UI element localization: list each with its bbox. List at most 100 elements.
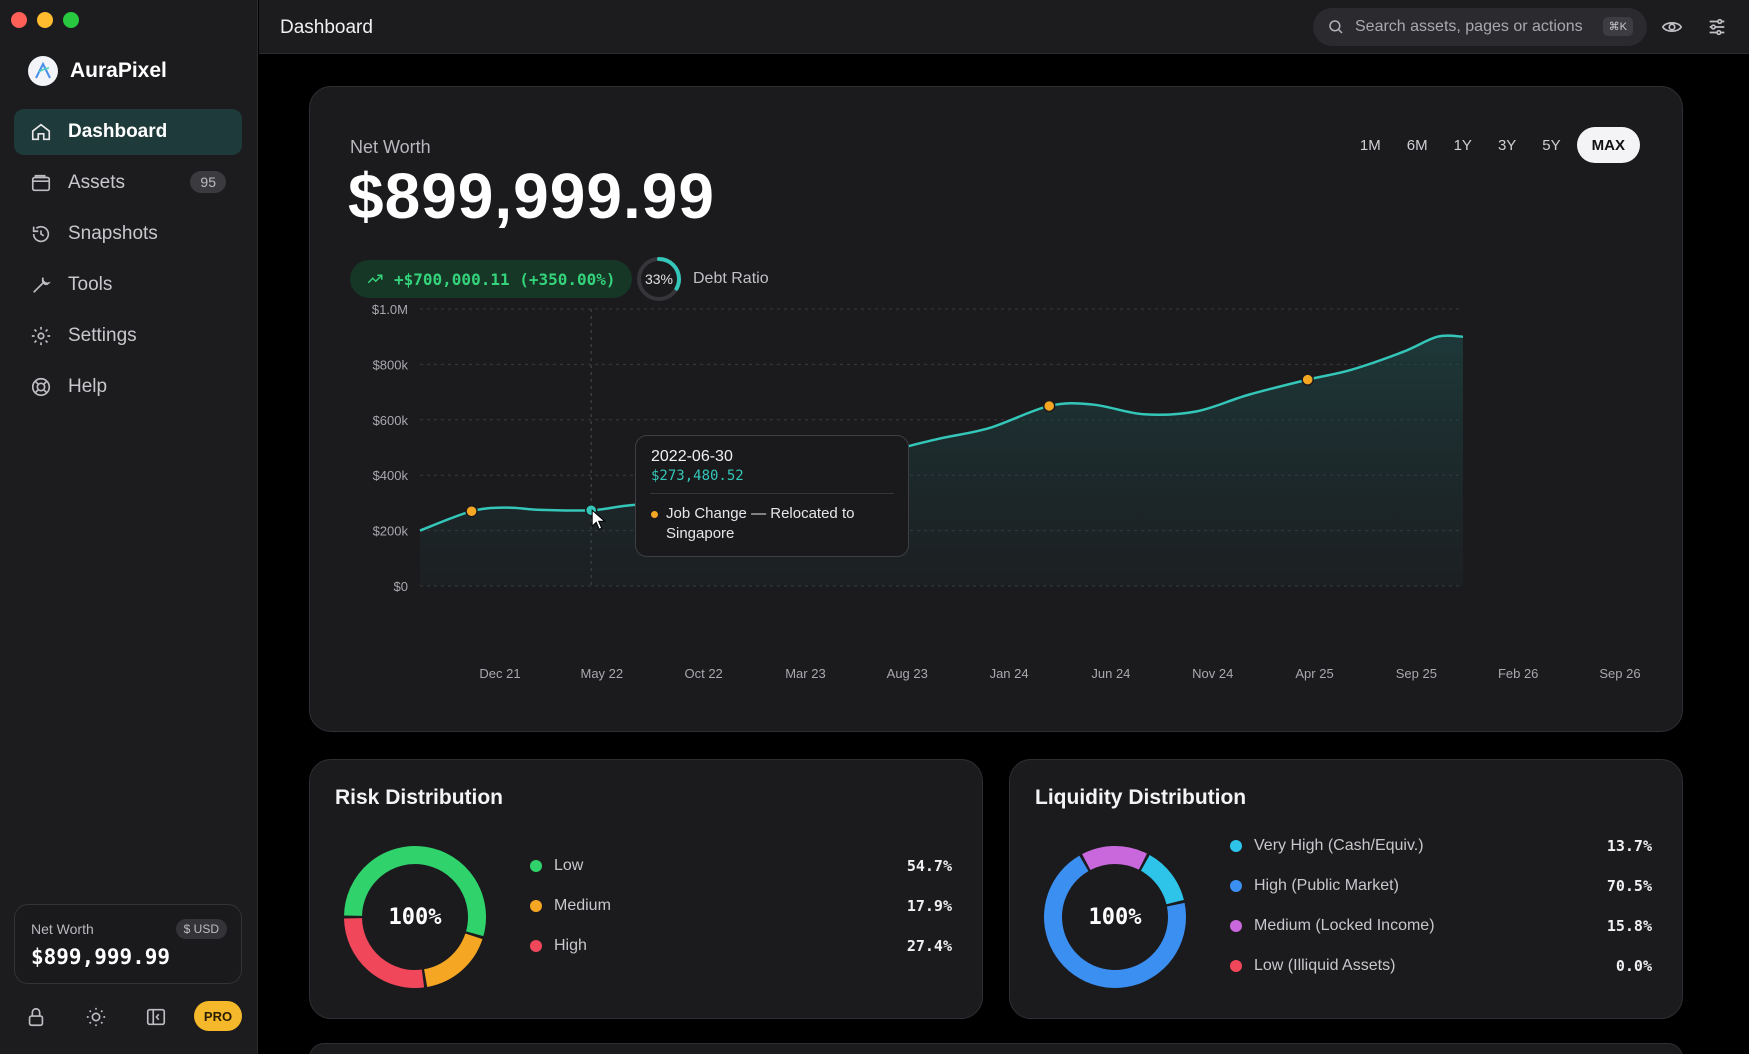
net-worth-card: Net Worth $899,999.99 1M 6M 1Y 3Y 5Y MAX… xyxy=(309,86,1683,732)
legend-value: 15.8% xyxy=(1606,917,1652,935)
risk-slice-high[interactable] xyxy=(344,917,425,988)
liquidity-donut-chart[interactable]: 100% xyxy=(1040,842,1190,992)
lock-button[interactable] xyxy=(18,1000,54,1034)
debt-ratio-value: 33% xyxy=(644,271,674,287)
legend-item-high: High 27.4% xyxy=(530,934,952,958)
range-5y-button[interactable]: 5Y xyxy=(1542,136,1561,154)
risk-slice-low[interactable] xyxy=(344,846,486,937)
risk-distribution-card: Risk Distribution 100% Low 54.7% Medium … xyxy=(309,759,983,1019)
tooltip-divider xyxy=(650,493,894,494)
legend-dot xyxy=(530,940,542,952)
net-worth-chart[interactable]: $0 $200k $400k $600k $800k $1.0M Dec 21 May 22 O… xyxy=(310,87,1684,733)
tooltip-date: 2022-06-30 xyxy=(651,448,733,465)
search-icon xyxy=(1329,20,1343,34)
event-dot-icon xyxy=(651,511,658,518)
event-marker[interactable] xyxy=(1301,373,1314,386)
sun-icon xyxy=(86,1007,106,1027)
x-tick-label: Mar 23 xyxy=(785,666,825,681)
x-tick-label: Sep 25 xyxy=(1396,666,1437,681)
y-tick-label: $1.0M xyxy=(372,302,408,317)
search-input[interactable] xyxy=(1355,18,1595,36)
sidebar-net-worth-label: Net Worth xyxy=(31,921,94,937)
legend-value: 27.4% xyxy=(906,937,952,955)
x-tick-label: Apr 25 xyxy=(1295,666,1333,681)
x-tick-label: Aug 23 xyxy=(887,666,928,681)
legend-label: Low xyxy=(554,857,584,874)
page-title: Dashboard xyxy=(280,17,373,38)
sidebar-collapse-icon xyxy=(146,1008,166,1026)
maximize-window-button[interactable] xyxy=(63,12,79,28)
pro-badge[interactable]: PRO xyxy=(194,1001,242,1031)
range-6m-button[interactable]: 6M xyxy=(1406,136,1428,154)
sidebar: AuraPixel Dashboard Assets 95 Snapshots … xyxy=(0,0,258,1054)
net-worth-area xyxy=(420,335,1463,586)
legend-label: Low (Illiquid Assets) xyxy=(1254,957,1396,974)
legend-dot xyxy=(1230,840,1242,852)
theme-toggle-button[interactable] xyxy=(78,1000,114,1034)
sidebar-net-worth-value: $899,999.99 xyxy=(31,945,171,969)
sidebar-item-label: Tools xyxy=(68,274,113,295)
range-3y-button[interactable]: 3Y xyxy=(1497,136,1517,154)
x-tick-label: Dec 21 xyxy=(479,666,520,681)
privacy-toggle-button[interactable] xyxy=(1660,15,1684,39)
sidebar-item-snapshots[interactable]: Snapshots xyxy=(14,211,242,257)
topbar: Dashboard ⌘K xyxy=(259,0,1749,54)
collapse-sidebar-button[interactable] xyxy=(138,1000,174,1034)
currency-badge[interactable]: $ USD xyxy=(175,919,227,939)
liquidity-slice-medium[interactable] xyxy=(1082,846,1147,871)
history-icon xyxy=(32,225,50,243)
legend-item-high: High (Public Market) 70.5% xyxy=(1230,874,1652,898)
risk-distribution-title: Risk Distribution xyxy=(335,786,504,809)
legend-label: High (Public Market) xyxy=(1254,877,1399,894)
range-max-button[interactable]: MAX xyxy=(1576,127,1640,163)
liquidity-distribution-title: Liquidity Distribution xyxy=(1035,786,1247,809)
range-1y-button[interactable]: 1Y xyxy=(1453,136,1472,154)
sliders-icon xyxy=(1709,18,1725,36)
x-tick-label: Sep 26 xyxy=(1599,666,1640,681)
tooltip-event: Job Change — Relocated to Singapore xyxy=(666,505,855,542)
legend-label: Medium (Locked Income) xyxy=(1254,917,1435,934)
trending-up-icon xyxy=(367,274,383,284)
debt-ratio-ring: 33% xyxy=(635,255,683,303)
net-worth-change-badge: +$700,000.11 (+350.00%) xyxy=(350,260,632,298)
legend-label: Medium xyxy=(554,897,611,914)
legend-value: 70.5% xyxy=(1606,877,1652,895)
legend-value: 17.9% xyxy=(906,897,952,915)
sidebar-item-dashboard[interactable]: Dashboard xyxy=(14,109,242,155)
brand-name: AuraPixel xyxy=(70,59,167,82)
minimize-window-button[interactable] xyxy=(37,12,53,28)
legend-label: High xyxy=(554,937,587,954)
x-tick-label: Nov 24 xyxy=(1192,666,1233,681)
eye-icon xyxy=(1661,22,1683,32)
assets-count-badge: 95 xyxy=(190,171,226,193)
sidebar-item-label: Assets xyxy=(68,172,126,193)
sidebar-item-tools[interactable]: Tools xyxy=(14,262,242,308)
net-worth-change-value: +$700,000.11 (+350.00%) xyxy=(394,269,616,289)
x-tick-label: Jan 24 xyxy=(990,666,1029,681)
search-bar[interactable]: ⌘K xyxy=(1313,8,1647,46)
wrench-icon xyxy=(33,277,51,293)
liquidity-slice-very[interactable] xyxy=(1140,855,1184,905)
liquidity-slice-high[interactable] xyxy=(1044,855,1186,988)
close-window-button[interactable] xyxy=(11,12,27,28)
filters-button[interactable] xyxy=(1705,15,1729,39)
legend-dot xyxy=(530,860,542,872)
brand[interactable]: AuraPixel xyxy=(28,56,167,86)
range-1m-button[interactable]: 1M xyxy=(1359,136,1381,154)
x-tick-label: Oct 22 xyxy=(684,666,722,681)
debt-ratio-indicator: 33% Debt Ratio xyxy=(635,255,769,303)
legend-item-low: Low 54.7% xyxy=(530,854,952,878)
mouse-cursor-icon xyxy=(591,509,607,530)
sidebar-item-settings[interactable]: Settings xyxy=(14,313,242,359)
event-marker[interactable] xyxy=(1042,399,1056,413)
next-card-edge xyxy=(309,1043,1683,1054)
risk-slice-medium[interactable] xyxy=(423,933,483,987)
event-marker[interactable] xyxy=(465,504,478,518)
sidebar-item-help[interactable]: Help xyxy=(14,364,242,410)
y-tick-label: $800k xyxy=(373,357,409,372)
tooltip-value: $273,480.52 xyxy=(651,468,744,484)
time-range-selector: 1M 6M 1Y 3Y 5Y MAX xyxy=(1350,127,1640,163)
sidebar-item-assets[interactable]: Assets 95 xyxy=(14,160,242,206)
risk-donut-chart[interactable]: 100% xyxy=(340,842,490,992)
sidebar-item-label: Settings xyxy=(68,325,137,346)
